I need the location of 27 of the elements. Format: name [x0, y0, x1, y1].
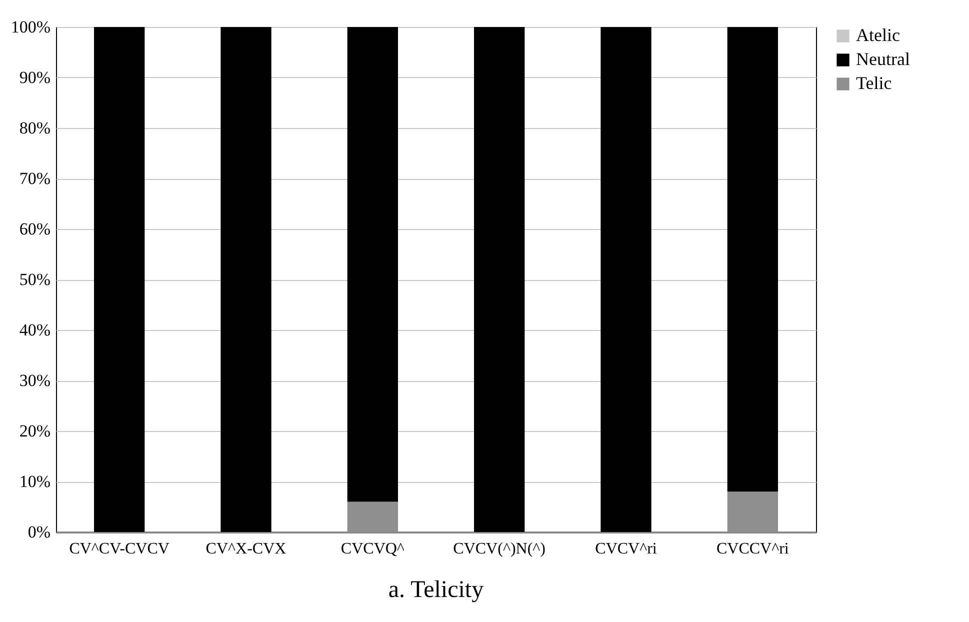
- x-tick-label: CV^X-CVX: [206, 540, 287, 558]
- y-tick-label: 70%: [19, 169, 50, 188]
- bar: [600, 27, 652, 532]
- legend-label: Telic: [856, 73, 892, 93]
- text: a. Telicity: [388, 577, 484, 603]
- y-tick-label: 50%: [19, 270, 50, 289]
- x-tick-label: CVCV(^)N(^): [453, 540, 546, 558]
- y-tick-label: 100%: [10, 18, 50, 36]
- y-tick-label: 0%: [28, 522, 50, 542]
- y-tick-label: 90%: [19, 68, 50, 87]
- x-tick-label: CV^CV-CVCV: [69, 540, 170, 558]
- bar: [727, 27, 778, 492]
- legend-label: Neutral: [856, 49, 910, 69]
- y-tick-label: 60%: [19, 220, 50, 238]
- x-tick-label: CVCVQ^: [340, 540, 405, 558]
- bar: [220, 27, 272, 532]
- bar: [94, 27, 145, 532]
- x-tick-label: CVCCV^ri: [716, 540, 790, 558]
- bar: [474, 27, 525, 532]
- legend-label: Atelic: [856, 25, 900, 45]
- bar: [347, 27, 398, 502]
- y-tick-label: 80%: [19, 118, 50, 138]
- y-tick-label: 20%: [19, 422, 50, 440]
- y-tick-label: 30%: [19, 371, 50, 390]
- x-tick-label: CVCV^ri: [595, 540, 658, 558]
- y-tick-label: 40%: [19, 320, 50, 340]
- y-tick-label: 10%: [19, 472, 50, 491]
